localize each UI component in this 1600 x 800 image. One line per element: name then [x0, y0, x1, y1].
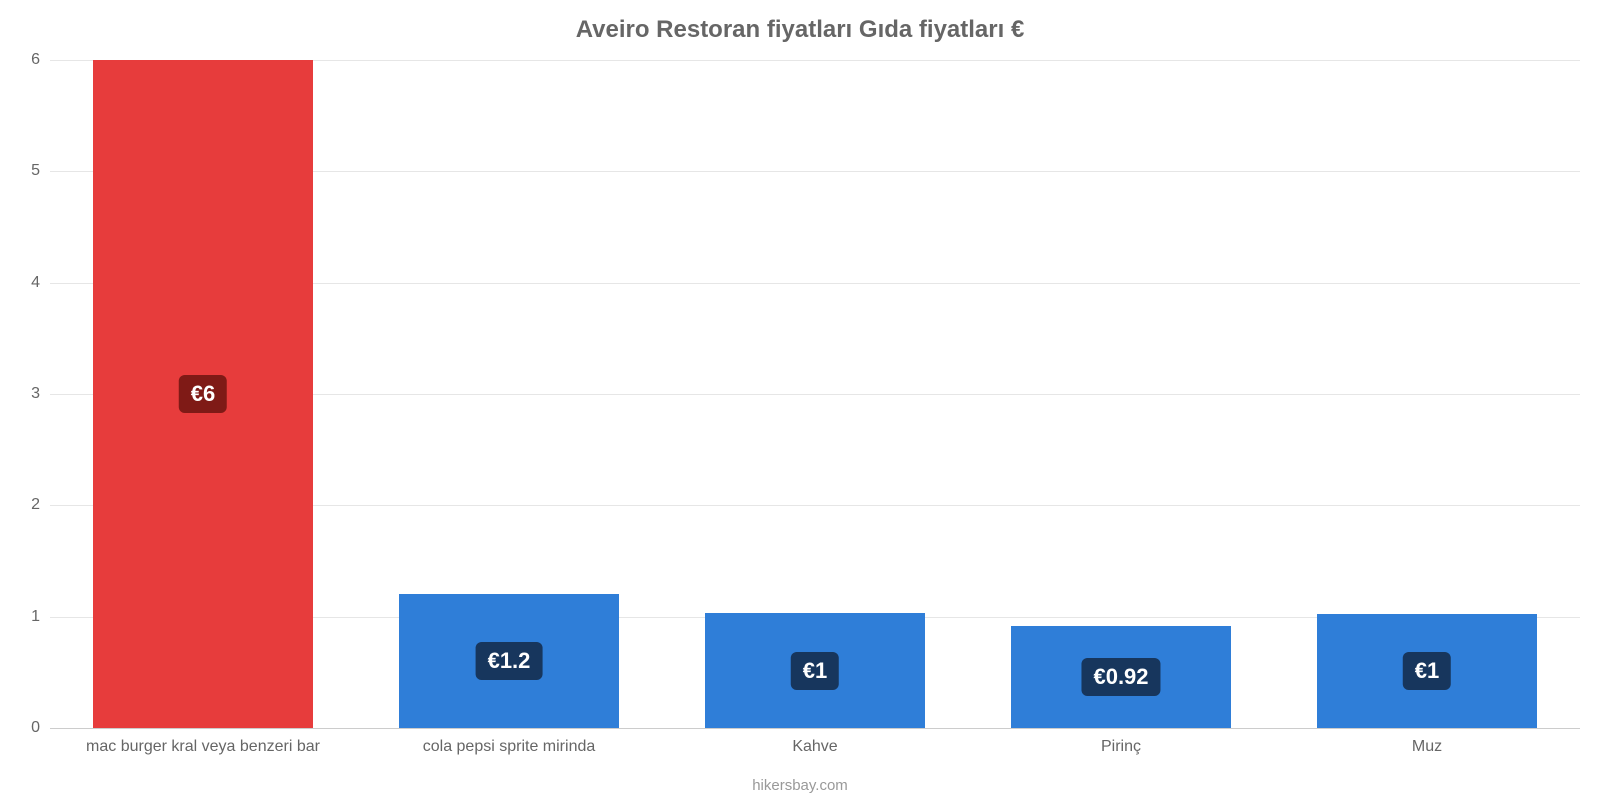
- y-axis-tick: 6: [4, 51, 40, 69]
- plot-area: 0123456€6mac burger kral veya benzeri ba…: [50, 60, 1580, 728]
- bar-value-label: €0.92: [1081, 658, 1160, 696]
- y-axis-tick: 5: [4, 162, 40, 180]
- y-axis-tick: 3: [4, 385, 40, 403]
- y-axis-tick: 1: [4, 608, 40, 626]
- y-axis-tick: 2: [4, 496, 40, 514]
- grid-line: [50, 728, 1580, 729]
- x-axis-tick: Kahve: [792, 738, 837, 756]
- x-axis-tick: Muz: [1412, 738, 1442, 756]
- bar-value-label: €1: [791, 652, 839, 690]
- y-axis-tick: 0: [4, 719, 40, 737]
- x-axis-tick: cola pepsi sprite mirinda: [423, 738, 596, 756]
- price-bar-chart: Aveiro Restoran fiyatları Gıda fiyatları…: [0, 0, 1600, 800]
- x-axis-tick: Pirinç: [1101, 738, 1141, 756]
- x-axis-tick: mac burger kral veya benzeri bar: [86, 738, 320, 756]
- bar-value-label: €6: [179, 375, 227, 413]
- chart-title: Aveiro Restoran fiyatları Gıda fiyatları…: [0, 16, 1600, 44]
- credit-text: hikersbay.com: [0, 777, 1600, 794]
- bar-value-label: €1: [1403, 652, 1451, 690]
- y-axis-tick: 4: [4, 274, 40, 292]
- bar-value-label: €1.2: [476, 642, 543, 680]
